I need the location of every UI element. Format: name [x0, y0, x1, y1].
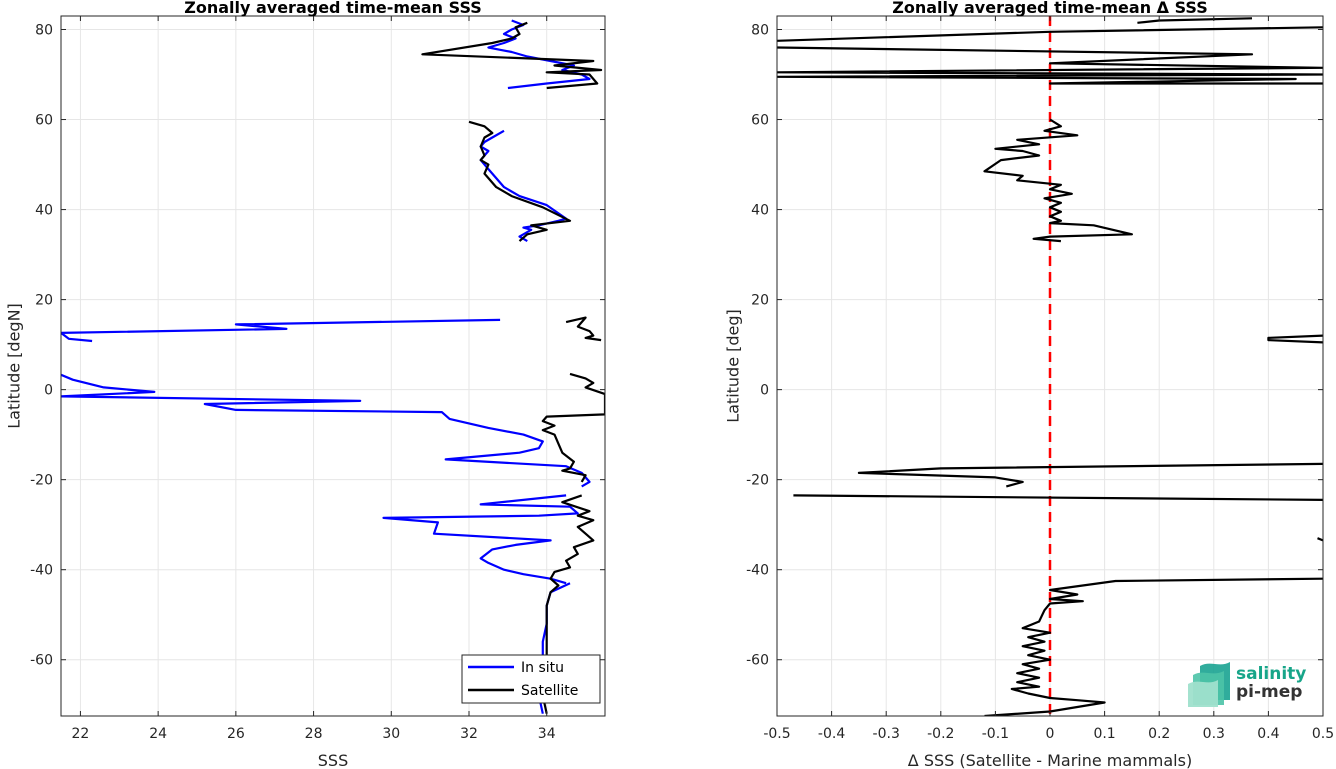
tick-label-y: 40 — [751, 203, 769, 219]
series-line-delta-seg8 — [984, 577, 1323, 716]
legend-box — [461, 654, 601, 704]
tick-label-x: 22 — [72, 726, 90, 742]
tick-label-x: 0.2 — [1148, 726, 1170, 742]
legend-label-satellite: Satellite — [521, 683, 578, 699]
tick-label-x: 0.4 — [1257, 726, 1279, 742]
tick-label-x: -0.1 — [982, 726, 1009, 742]
chart-title: Zonally averaged time-mean Δ SSS — [892, 0, 1208, 17]
tick-label-x: 28 — [305, 726, 323, 742]
tick-label-y: 60 — [751, 113, 769, 129]
tick-label-x: 0 — [1046, 726, 1055, 742]
series-line-satellite-seg3 — [541, 372, 605, 483]
series-line-delta-seg4 — [1267, 334, 1323, 344]
tick-label-y: 0 — [760, 383, 769, 399]
tick-label-y: -20 — [746, 473, 769, 489]
series-line-in-situ-seg4 — [382, 494, 579, 585]
series-line-satellite-seg4 — [541, 494, 595, 714]
tick-label-y: -60 — [30, 653, 53, 669]
panel-delta-sss: -0.5 -0.4 -0.3 -0.2 -0.1 0 0.1 0.2 0.3 0.4 0.5 -60 -… — [724, 0, 1335, 769]
legend-label-in-situ: In situ — [521, 660, 564, 676]
series-line-satellite-seg2 — [565, 316, 602, 342]
axes-box — [60, 15, 606, 717]
tick-label-x: -0.5 — [763, 726, 790, 742]
tick-label-y: -20 — [30, 473, 53, 489]
series-line-in-situ-seg1 — [479, 129, 568, 243]
series-line-in-situ-seg3 — [61, 373, 591, 488]
tick-label-x: 0.3 — [1203, 726, 1225, 742]
tick-label-x: 32 — [460, 726, 478, 742]
chart-title: Zonally averaged time-mean SSS — [184, 0, 482, 17]
tick-label-x: 0.5 — [1312, 726, 1334, 742]
y-axis-label: Latitude [degN] — [5, 303, 24, 429]
tick-label-x: 34 — [538, 726, 556, 742]
series-line-delta-seg6 — [793, 494, 1323, 501]
tick-label-y: 20 — [35, 293, 53, 309]
tick-label-x: -0.3 — [873, 726, 900, 742]
logo-text-salinity: salinity — [1236, 664, 1306, 684]
tick-label-y: -40 — [30, 563, 53, 579]
legend: In situ Satellite — [461, 654, 601, 704]
wave-icon — [1188, 662, 1230, 707]
tick-label-y: 0 — [44, 383, 53, 399]
series-line-in-situ-seg0 — [487, 19, 591, 90]
tick-label-x: -0.2 — [927, 726, 954, 742]
series-line-delta-seg7 — [1317, 537, 1323, 542]
series-line-delta-seg5 — [857, 462, 1323, 488]
salinity-pi-mep-logo: salinity pi-mep — [1188, 662, 1306, 707]
tick-label-x: 26 — [227, 726, 245, 742]
tick-label-y: -40 — [746, 563, 769, 579]
tick-label-y: -60 — [746, 653, 769, 669]
tick-label-y: 20 — [751, 293, 769, 309]
series-line-in-situ-seg2 — [61, 318, 501, 343]
tick-label-x: 24 — [149, 726, 167, 742]
series-line-delta-seg2 — [777, 46, 1323, 85]
tick-label-x: 30 — [382, 726, 400, 742]
tick-label-x: 0.1 — [1093, 726, 1115, 742]
series-line-satellite-seg0 — [421, 21, 603, 90]
series-line-delta-seg3 — [983, 118, 1133, 243]
series-line-delta-seg0 — [1137, 17, 1253, 24]
tick-label-y: 80 — [35, 23, 53, 39]
tick-label-y: 60 — [35, 113, 53, 129]
y-axis-label: Latitude [deg] — [724, 309, 743, 423]
x-axis-label: Δ SSS (Satellite - Marine mammals) — [908, 751, 1192, 769]
tick-label-x: -0.4 — [818, 726, 845, 742]
tick-label-y: 80 — [751, 23, 769, 39]
x-axis-label: SSS — [318, 751, 348, 769]
panel-sss: 22 24 26 28 30 32 34 -60 -40 -20 0 20 40 60 80 Zonally … — [5, 0, 606, 769]
series-line-delta-seg1 — [777, 26, 1323, 42]
logo-text-pi-mep: pi-mep — [1236, 682, 1302, 702]
series-line-satellite-seg1 — [468, 120, 572, 242]
tick-label-y: 40 — [35, 203, 53, 219]
